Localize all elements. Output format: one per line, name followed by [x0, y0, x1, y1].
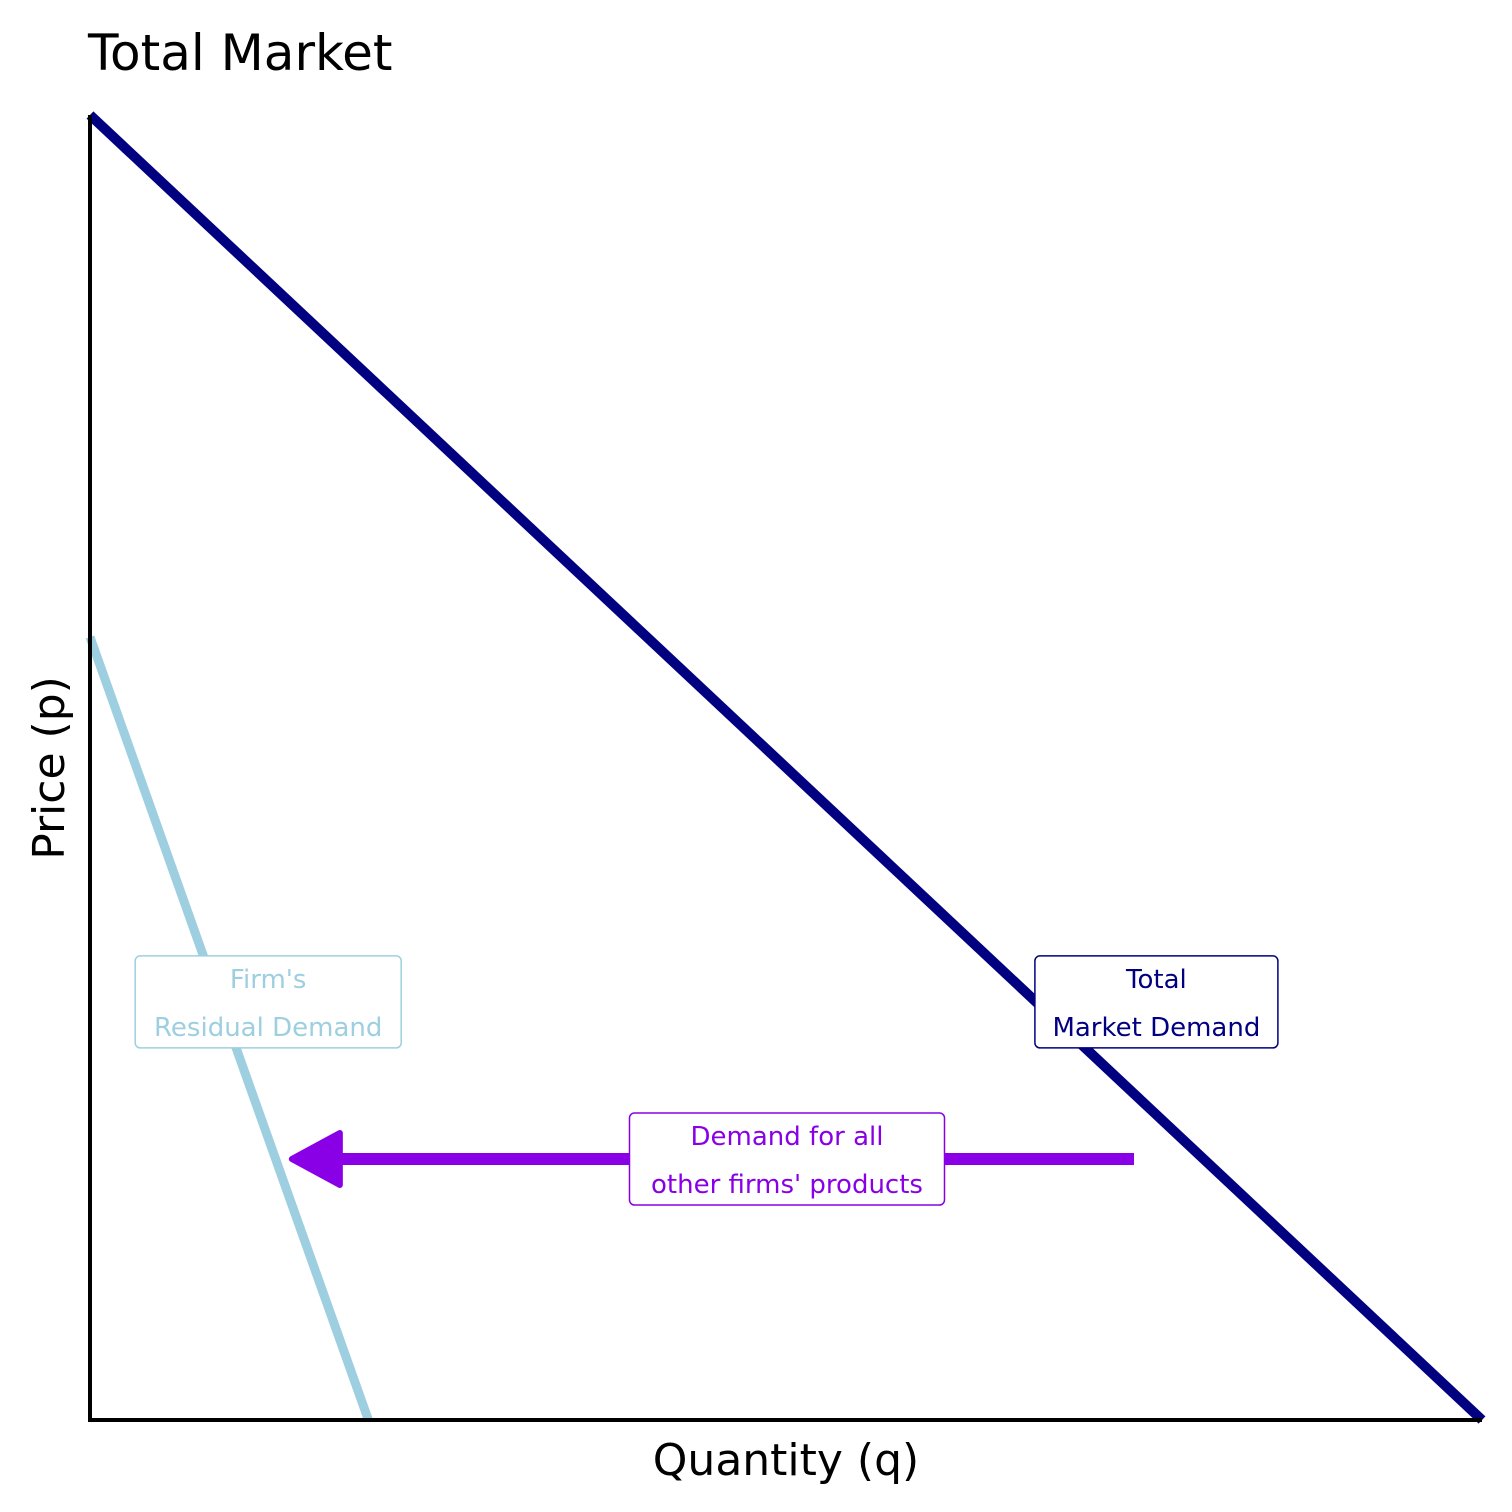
arrow-annotation-line-2: other firms' products: [651, 1170, 923, 1200]
shift-arrowhead: [288, 1130, 343, 1188]
market-annotation-line-2: Market Demand: [1052, 1013, 1260, 1043]
residual-annotation-line-1: Firm's: [230, 965, 307, 995]
chart-title: Total Market: [87, 24, 393, 82]
arrow-annotation: Demand for all other firms' products: [628, 1112, 946, 1206]
chart-marks: [85, 111, 1486, 1424]
arrow-annotation-box: [628, 1112, 946, 1206]
residual-annotation-line-2: Residual Demand: [154, 1013, 382, 1043]
arrow-annotation-line-1: Demand for all: [691, 1122, 884, 1152]
y-axis-label: Price (p): [24, 676, 75, 860]
market-annotation-line-1: Total: [1125, 965, 1187, 995]
market-annotation: Total Market Demand: [1034, 955, 1279, 1049]
market-annotation-box: [1034, 955, 1279, 1049]
residual-annotation: Firm's Residual Demand: [134, 955, 402, 1049]
residual-annotation-box: [134, 955, 402, 1049]
chart-axes: [88, 115, 1482, 1422]
x-axis-label: Quantity (q): [653, 1435, 919, 1486]
chart-annotations: Firm's Residual Demand Total Market Demand D…: [134, 955, 1279, 1206]
market-demand-line: [86, 111, 1486, 1424]
